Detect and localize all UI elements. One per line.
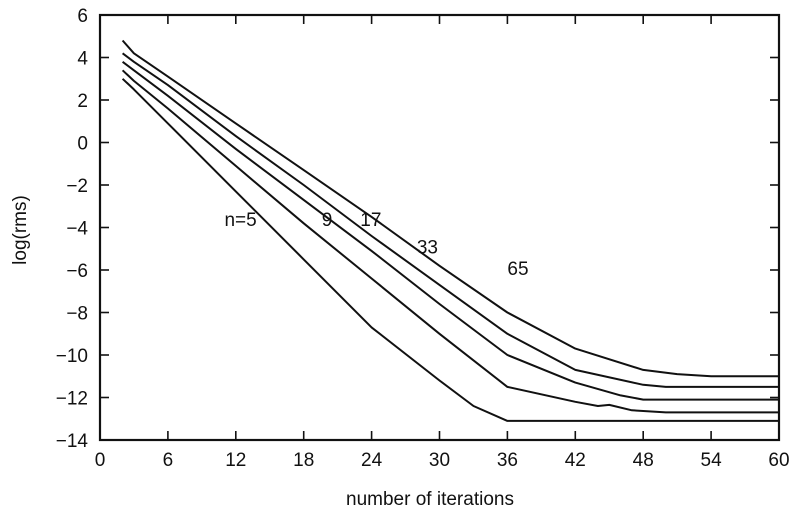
x-tick-label-1: 6 <box>163 450 174 471</box>
y-tick-label-6: −2 <box>66 176 88 197</box>
series-line-0 <box>121 78 779 422</box>
y-tick-label-0: −14 <box>56 431 89 452</box>
x-tick-label-4: 24 <box>361 450 383 471</box>
x-tick-label-8: 48 <box>633 450 654 471</box>
x-tick-label-7: 42 <box>565 450 586 471</box>
y-tick-label-8: 2 <box>77 91 88 112</box>
y-tick-label-1: −12 <box>56 389 88 410</box>
series-label-0: n=5 <box>224 210 256 231</box>
series-line-3 <box>121 52 779 388</box>
tick-labels: 0 6 12 18 24 30 36 42 48 54 60−14−12−10−8−6−4−2024… <box>56 6 790 471</box>
series-label-1: 9 <box>322 210 333 231</box>
y-tick-label-9: 4 <box>77 49 88 70</box>
y-tick-label-7: 0 <box>77 134 88 155</box>
x-axis-label: number of iterations <box>346 489 514 510</box>
series-label-4: 65 <box>507 259 528 280</box>
y-tick-label-2: −10 <box>56 346 88 367</box>
x-tick-label-2: 12 <box>225 450 246 471</box>
series-line-1 <box>121 69 779 414</box>
y-tick-label-3: −8 <box>66 304 88 325</box>
series-label-2: 17 <box>360 210 381 231</box>
x-tick-label-5: 30 <box>429 450 450 471</box>
series-line-4 <box>121 39 779 378</box>
series-labels: n=5 9 17 33 65 <box>224 210 528 280</box>
series-line-2 <box>121 61 779 401</box>
axis-ticks <box>99 14 780 441</box>
y-axis-label: log(rms) <box>10 195 31 265</box>
y-tick-label-4: −6 <box>66 261 88 282</box>
y-tick-label-10: 6 <box>77 6 88 27</box>
series-lines <box>121 39 779 422</box>
x-tick-label-9: 54 <box>701 450 723 471</box>
plot-frame <box>98 13 781 442</box>
x-tick-label-0: 0 <box>95 450 106 471</box>
x-tick-label-6: 36 <box>497 450 518 471</box>
x-tick-label-3: 18 <box>293 450 314 471</box>
y-tick-label-5: −4 <box>66 219 88 240</box>
series-label-3: 33 <box>417 238 438 259</box>
x-tick-label-10: 60 <box>768 450 789 471</box>
